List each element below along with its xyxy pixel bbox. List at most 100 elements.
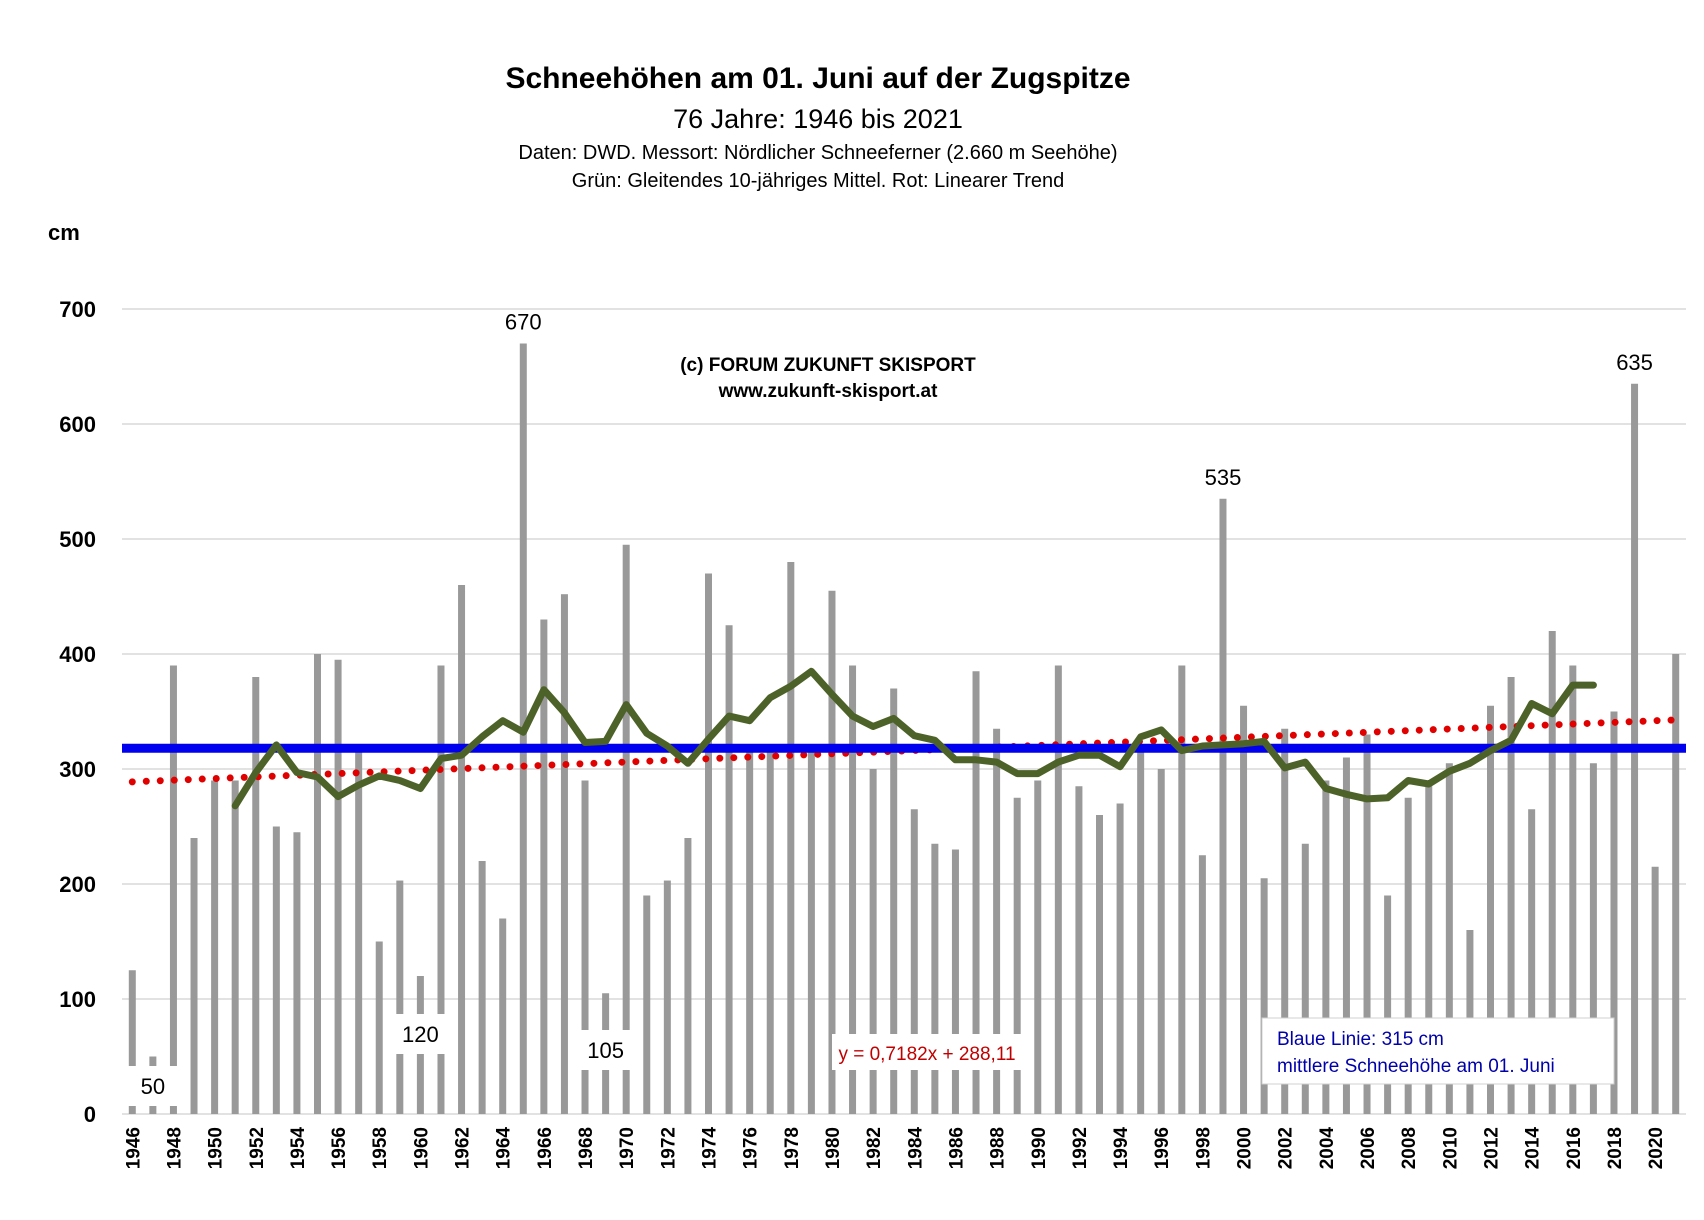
- x-tick-label: 1950: [206, 1127, 227, 1169]
- x-tick-label: 1988: [988, 1127, 1009, 1169]
- bar-1979: [807, 751, 815, 1114]
- bar-1946: [128, 970, 136, 1114]
- x-tick-label: 2016: [1564, 1127, 1585, 1169]
- bar-2003: [1301, 843, 1309, 1114]
- x-tick-label: 1980: [823, 1127, 844, 1169]
- y-tick-label: 600: [59, 412, 96, 437]
- x-tick-label: 1946: [123, 1127, 144, 1169]
- bar-1974: [705, 573, 712, 1114]
- x-tick-label: 1960: [411, 1127, 432, 1169]
- bar-1962: [458, 585, 466, 1114]
- bar-1990: [1034, 780, 1042, 1114]
- x-tick-label: 2000: [1235, 1127, 1256, 1169]
- x-tick-label: 1992: [1070, 1127, 1091, 1169]
- bar-2008: [1404, 797, 1412, 1114]
- x-tick-label: 1962: [453, 1127, 474, 1169]
- bar-1977: [766, 746, 774, 1114]
- bar-1984: [910, 809, 918, 1114]
- annotation-box: [577, 1030, 634, 1070]
- bar-2005: [1342, 757, 1350, 1114]
- y-tick-label: 0: [84, 1102, 96, 1127]
- bar-1997: [1178, 665, 1186, 1114]
- x-tick-label: 2002: [1276, 1127, 1297, 1169]
- bar-2021: [1672, 654, 1680, 1114]
- bar-1954: [293, 832, 301, 1114]
- x-tick-label: 2018: [1605, 1127, 1626, 1169]
- x-tick-label: 1956: [329, 1127, 350, 1169]
- x-tick-label: 1948: [164, 1127, 185, 1169]
- x-tick-label: 2020: [1646, 1127, 1667, 1169]
- bar-1994: [1116, 803, 1124, 1114]
- x-tick-label: 1954: [288, 1127, 309, 1170]
- annotation-label: 670: [505, 310, 542, 335]
- bar-1975: [725, 625, 733, 1114]
- bar-1953: [272, 826, 280, 1114]
- bar-1999: [1219, 498, 1227, 1114]
- watermark-line-2: www.zukunft-skisport.at: [718, 381, 939, 402]
- bar-1959: [396, 880, 404, 1114]
- bar-1983: [890, 688, 898, 1114]
- bar-1970: [622, 544, 630, 1114]
- bar-2007: [1384, 895, 1392, 1114]
- bar-2002: [1281, 728, 1289, 1114]
- annotation-label: 50: [141, 1074, 165, 1099]
- y-axis-label: cm: [48, 220, 80, 245]
- bar-1978: [787, 562, 795, 1114]
- bar-1967: [560, 594, 568, 1114]
- annotation-label: 535: [1205, 465, 1242, 490]
- chart-subtitle: 76 Jahre: 1946 bis 2021: [673, 104, 963, 134]
- bar-1988: [993, 728, 1001, 1114]
- bar-2001: [1260, 878, 1268, 1114]
- x-tick-label: 1958: [370, 1127, 391, 1169]
- trend-equation: y = 0,7182x + 288,11: [838, 1044, 1015, 1065]
- annotations: 670 535 635 50 120 105: [124, 310, 1653, 1106]
- x-tick-label: 2010: [1440, 1127, 1461, 1169]
- bar-2000: [1240, 705, 1248, 1114]
- bar-2017: [1589, 763, 1597, 1114]
- mean-info-box: Blaue Linie: 315 cm mittlere Schneehöhe …: [1261, 1017, 1615, 1085]
- bar-1964: [499, 918, 507, 1114]
- x-tick-label: 1952: [247, 1127, 268, 1169]
- bar-1948: [169, 665, 177, 1114]
- bar-series: [128, 343, 1680, 1114]
- x-tick-label: 1990: [1029, 1127, 1050, 1169]
- bar-1968: [581, 780, 589, 1114]
- mean-box-line-2: mittlere Schneehöhe am 01. Juni: [1277, 1056, 1555, 1077]
- x-tick-label: 1984: [905, 1127, 926, 1170]
- bar-1950: [211, 780, 219, 1114]
- bar-1951: [231, 780, 239, 1114]
- bar-1971: [643, 895, 651, 1114]
- y-tick-label: 200: [59, 872, 96, 897]
- x-tick-label: 2006: [1358, 1127, 1379, 1169]
- bar-1966: [540, 619, 548, 1114]
- bar-1955: [314, 654, 321, 1114]
- bar-1996: [1157, 769, 1165, 1114]
- x-tick-label: 2008: [1399, 1127, 1420, 1169]
- bar-1956: [334, 659, 342, 1114]
- bar-2009: [1425, 786, 1433, 1114]
- bar-1998: [1198, 855, 1206, 1114]
- annotation-label: 635: [1616, 350, 1653, 375]
- x-tick-label: 1974: [700, 1127, 721, 1170]
- bar-1986: [951, 849, 959, 1114]
- bar-1961: [437, 665, 445, 1114]
- watermark-line-1: (c) FORUM ZUKUNFT SKISPORT: [680, 355, 976, 376]
- bar-1993: [1096, 815, 1103, 1114]
- bar-1952: [252, 677, 260, 1114]
- bar-1981: [849, 665, 857, 1114]
- bar-1991: [1054, 665, 1062, 1114]
- moving-average-polyline: [231, 667, 1597, 810]
- bar-1963: [478, 861, 486, 1114]
- moving-average-line: [231, 667, 1597, 810]
- bar-1980: [828, 590, 836, 1114]
- x-tick-label: 1976: [741, 1127, 762, 1169]
- bar-2006: [1363, 734, 1371, 1114]
- bar-1989: [1013, 797, 1021, 1114]
- bar-2004: [1322, 780, 1330, 1114]
- x-tick-label: 1986: [946, 1127, 967, 1169]
- bar-1987: [972, 671, 980, 1114]
- bar-1982: [869, 769, 877, 1114]
- bar-1992: [1075, 786, 1083, 1114]
- x-tick-label: 2012: [1482, 1127, 1503, 1169]
- bar-2016: [1569, 665, 1577, 1114]
